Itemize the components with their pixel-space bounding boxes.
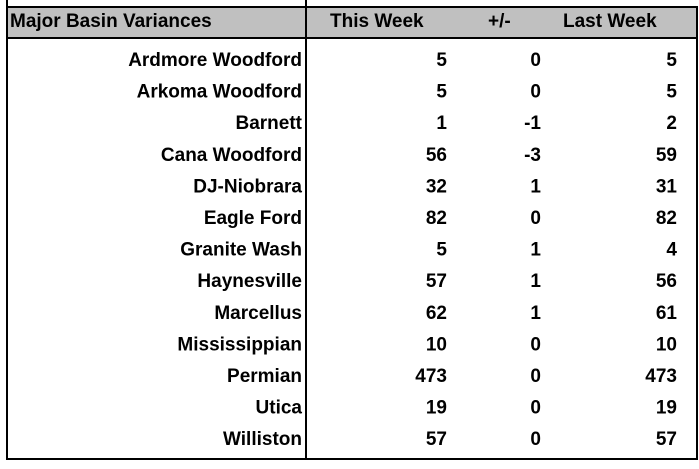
this-week: 1: [436, 113, 447, 134]
basin-name: Mississippian: [177, 334, 302, 355]
last-week: 59: [656, 145, 677, 166]
this-week: 57: [426, 429, 447, 450]
last-week: 2: [666, 113, 677, 134]
this-week: 473: [415, 366, 447, 387]
change: 1: [530, 240, 541, 261]
last-week: 5: [666, 50, 677, 71]
this-week: 56: [426, 145, 447, 166]
basin-name: Marcellus: [214, 303, 302, 324]
this-week: 5: [436, 82, 447, 103]
last-week: 10: [656, 334, 677, 355]
this-week: 32: [426, 176, 447, 197]
this-week: 5: [436, 50, 447, 71]
change: 0: [530, 366, 541, 387]
basin-name: DJ-Niobrara: [193, 176, 302, 197]
change: 0: [530, 208, 541, 229]
last-week: 82: [656, 208, 677, 229]
last-week: 5: [666, 82, 677, 103]
this-week: 10: [426, 334, 447, 355]
this-week: 62: [426, 303, 447, 324]
basin-name: Granite Wash: [180, 240, 302, 261]
this-week: 19: [426, 398, 447, 419]
last-week: 19: [656, 398, 677, 419]
last-week: 4: [666, 240, 677, 261]
change: -3: [524, 145, 541, 166]
basin-name: Haynesville: [197, 271, 302, 292]
last-week: 56: [656, 271, 677, 292]
this-week: 5: [436, 240, 447, 261]
change: 0: [530, 82, 541, 103]
basin-name: Ardmore Woodford: [128, 50, 302, 71]
this-week: 57: [426, 271, 447, 292]
last-week: 473: [645, 366, 677, 387]
basin-name: Cana Woodford: [161, 145, 302, 166]
change: 0: [530, 398, 541, 419]
change: 0: [530, 50, 541, 71]
this-week: 82: [426, 208, 447, 229]
change: 1: [530, 303, 541, 324]
cells: Major Basin Variances This Week +/- Last We…: [10, 11, 677, 450]
basin-name: Barnett: [235, 113, 302, 134]
header-cell: This Week: [330, 11, 424, 32]
change: 0: [530, 334, 541, 355]
change: -1: [524, 113, 541, 134]
header-cell: Last Week: [563, 11, 657, 32]
header-cell: +/-: [488, 11, 511, 32]
change: 1: [530, 176, 541, 197]
basin-name: Arkoma Woodford: [137, 82, 302, 103]
basin-name: Permian: [227, 366, 302, 387]
basin-name: Utica: [256, 398, 303, 419]
basin-name: Eagle Ford: [204, 208, 302, 229]
change: 1: [530, 271, 541, 292]
basin-name: Williston: [223, 429, 302, 450]
last-week: 61: [656, 303, 678, 324]
header-cell: Major Basin Variances: [10, 11, 212, 32]
last-week: 31: [656, 176, 678, 197]
last-week: 57: [656, 429, 677, 450]
change: 0: [530, 429, 541, 450]
